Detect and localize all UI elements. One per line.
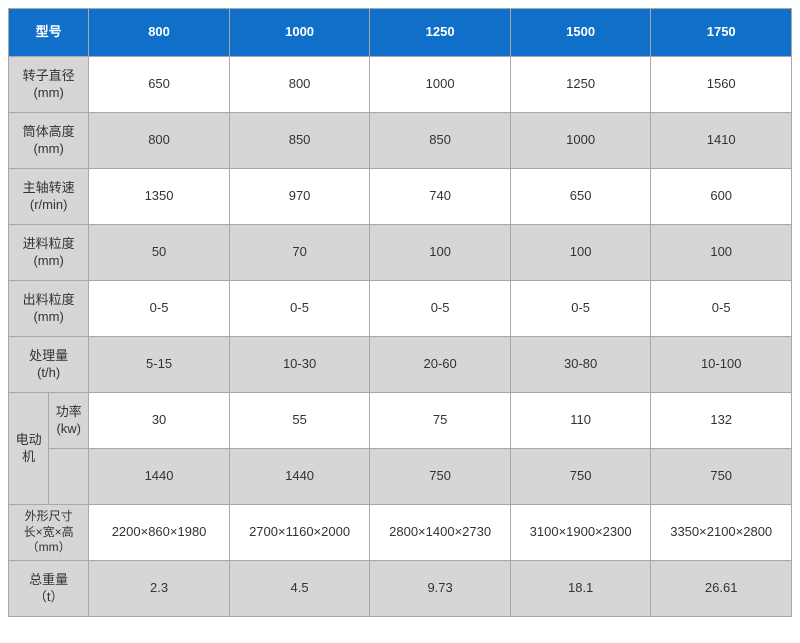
label-dimensions: 外形尺寸长×宽×高（mm） — [9, 505, 89, 561]
spec-table: 型号 800 1000 1250 1500 1750 转子直径(mm) 650 … — [8, 8, 792, 617]
cell-5-3: 30-80 — [510, 337, 651, 393]
cell-3-3: 100 — [510, 225, 651, 281]
cell-m1-4: 750 — [651, 449, 792, 505]
label-spindle-speed: 主轴转速(r/min) — [9, 169, 89, 225]
cell-w-0: 2.3 — [89, 561, 230, 617]
cell-2-1: 970 — [229, 169, 370, 225]
cell-4-4: 0-5 — [651, 281, 792, 337]
row-capacity: 处理量(t/h) 5-15 10-30 20-60 30-80 10-100 — [9, 337, 792, 393]
row-motor-power: 电动机 功率(kw) 30 55 75 110 132 — [9, 393, 792, 449]
cell-4-1: 0-5 — [229, 281, 370, 337]
cell-2-4: 600 — [651, 169, 792, 225]
label-feed-size: 进料粒度(mm) — [9, 225, 89, 281]
header-model-2: 1250 — [370, 9, 511, 57]
cell-4-3: 0-5 — [510, 281, 651, 337]
cell-0-1: 800 — [229, 57, 370, 113]
cell-3-1: 70 — [229, 225, 370, 281]
cell-2-3: 650 — [510, 169, 651, 225]
row-rotor-diameter: 转子直径(mm) 650 800 1000 1250 1560 — [9, 57, 792, 113]
label-drum-height: 筒体高度(mm) — [9, 113, 89, 169]
cell-d-3: 3100×1900×2300 — [510, 505, 651, 561]
cell-m1-1: 1440 — [229, 449, 370, 505]
row-weight: 总重量（t） 2.3 4.5 9.73 18.1 26.61 — [9, 561, 792, 617]
cell-1-4: 1410 — [651, 113, 792, 169]
cell-1-1: 850 — [229, 113, 370, 169]
cell-d-2: 2800×1400×2730 — [370, 505, 511, 561]
cell-4-2: 0-5 — [370, 281, 511, 337]
label-output-size: 出料粒度(mm) — [9, 281, 89, 337]
cell-d-4: 3350×2100×2800 — [651, 505, 792, 561]
cell-5-4: 10-100 — [651, 337, 792, 393]
cell-3-4: 100 — [651, 225, 792, 281]
cell-4-0: 0-5 — [89, 281, 230, 337]
cell-0-4: 1560 — [651, 57, 792, 113]
cell-0-3: 1250 — [510, 57, 651, 113]
cell-m0-4: 132 — [651, 393, 792, 449]
cell-5-2: 20-60 — [370, 337, 511, 393]
header-model-1: 1000 — [229, 9, 370, 57]
row-dimensions: 外形尺寸长×宽×高（mm） 2200×860×1980 2700×1160×20… — [9, 505, 792, 561]
cell-m0-1: 55 — [229, 393, 370, 449]
cell-1-2: 850 — [370, 113, 511, 169]
header-model-3: 1500 — [510, 9, 651, 57]
label-motor-rpm — [49, 449, 89, 505]
label-capacity: 处理量(t/h) — [9, 337, 89, 393]
header-row: 型号 800 1000 1250 1500 1750 — [9, 9, 792, 57]
header-label-cell: 型号 — [9, 9, 89, 57]
cell-0-0: 650 — [89, 57, 230, 113]
cell-m0-0: 30 — [89, 393, 230, 449]
row-feed-size: 进料粒度(mm) 50 70 100 100 100 — [9, 225, 792, 281]
cell-w-4: 26.61 — [651, 561, 792, 617]
cell-w-2: 9.73 — [370, 561, 511, 617]
cell-m1-2: 750 — [370, 449, 511, 505]
cell-m1-3: 750 — [510, 449, 651, 505]
cell-m1-0: 1440 — [89, 449, 230, 505]
label-rotor-diameter: 转子直径(mm) — [9, 57, 89, 113]
cell-w-1: 4.5 — [229, 561, 370, 617]
cell-m0-2: 75 — [370, 393, 511, 449]
label-motor-group: 电动机 — [9, 393, 49, 505]
header-model-0: 800 — [89, 9, 230, 57]
cell-d-1: 2700×1160×2000 — [229, 505, 370, 561]
label-motor-power: 功率(kw) — [49, 393, 89, 449]
cell-5-1: 10-30 — [229, 337, 370, 393]
cell-w-3: 18.1 — [510, 561, 651, 617]
cell-5-0: 5-15 — [89, 337, 230, 393]
header-model-4: 1750 — [651, 9, 792, 57]
cell-1-3: 1000 — [510, 113, 651, 169]
label-weight: 总重量（t） — [9, 561, 89, 617]
cell-d-0: 2200×860×1980 — [89, 505, 230, 561]
cell-1-0: 800 — [89, 113, 230, 169]
cell-0-2: 1000 — [370, 57, 511, 113]
row-drum-height: 筒体高度(mm) 800 850 850 1000 1410 — [9, 113, 792, 169]
row-motor-rpm: 1440 1440 750 750 750 — [9, 449, 792, 505]
cell-m0-3: 110 — [510, 393, 651, 449]
cell-3-2: 100 — [370, 225, 511, 281]
cell-2-0: 1350 — [89, 169, 230, 225]
row-output-size: 出料粒度(mm) 0-5 0-5 0-5 0-5 0-5 — [9, 281, 792, 337]
row-spindle-speed: 主轴转速(r/min) 1350 970 740 650 600 — [9, 169, 792, 225]
cell-3-0: 50 — [89, 225, 230, 281]
cell-2-2: 740 — [370, 169, 511, 225]
